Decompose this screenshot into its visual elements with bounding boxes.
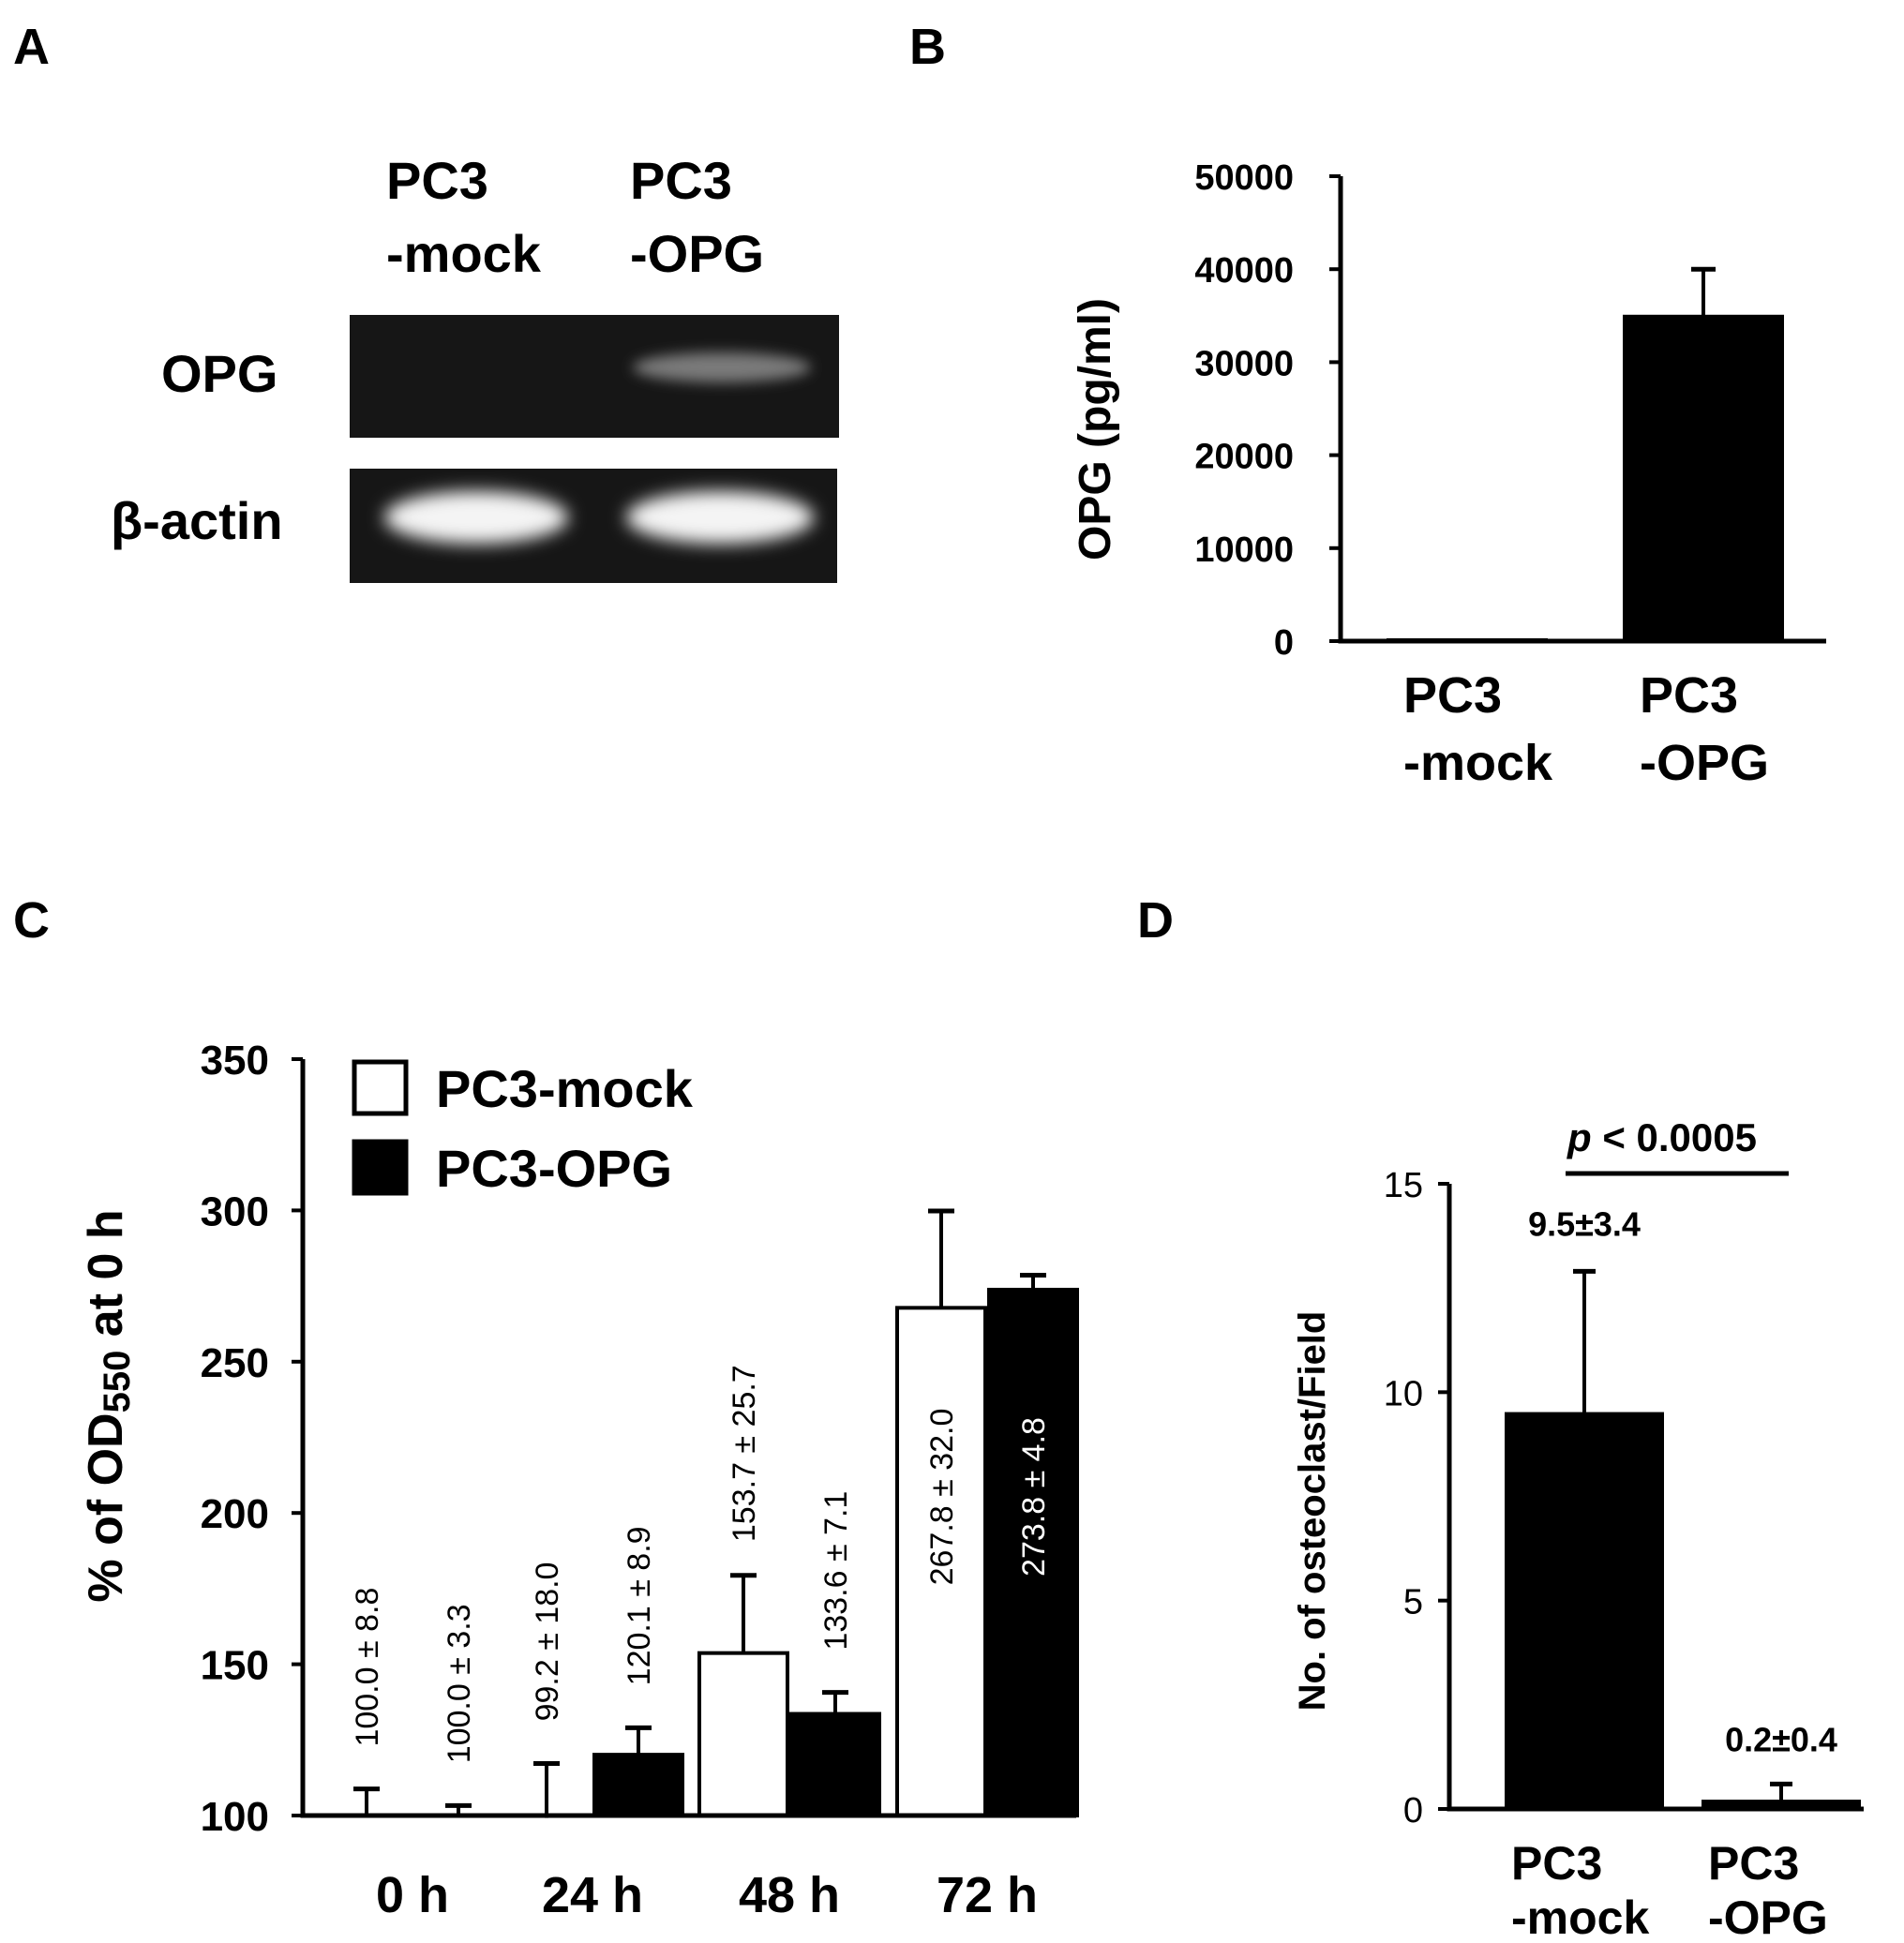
- chart-c-legend-swatch: [352, 1059, 409, 1116]
- panel-b-letter: B: [909, 19, 946, 75]
- chart-c-y-tick-label: 300: [201, 1188, 269, 1234]
- chart-b-bar: [1623, 314, 1784, 642]
- chart-b-axes: [1338, 176, 1826, 644]
- chart-c-y-tick-label: 100: [201, 1794, 269, 1840]
- panel-c-letter: C: [13, 892, 50, 949]
- chart-c-y-ticks: 100 150 200 250 300 350: [201, 1038, 303, 1840]
- chart-d-x-tick-label-line: PC3: [1511, 1837, 1602, 1890]
- chart-c-axes: [300, 1059, 1076, 1818]
- chart-b-y-tick-label: 0: [1274, 623, 1294, 663]
- gel-column-label-opg-line2: -OPG: [630, 224, 764, 283]
- chart-c-legend: PC3-mock PC3-OPG: [352, 1059, 694, 1198]
- panel-a: A PC3 -mock PC3 -OPG OPG β-actin: [13, 19, 839, 583]
- chart-c-bar-opg: [789, 1711, 881, 1817]
- chart-d-y-tick-label: 10: [1384, 1374, 1423, 1413]
- chart-d-data-label: 0.2±0.4: [1725, 1720, 1837, 1758]
- gel-column-label-opg-line1: PC3: [630, 151, 732, 210]
- panel-c: C % of OD550 at 0 h 100 150 200 250 300 350 1…: [13, 892, 1079, 1923]
- chart-d-x-tick-label: PC3 -OPG: [1708, 1837, 1828, 1943]
- chart-d-bars: [1505, 1268, 1861, 1811]
- chart-d-x-tick-label-line: PC3: [1708, 1837, 1799, 1890]
- chart-d-data-labels: 9.5±3.4 0.2±0.4: [1528, 1204, 1837, 1758]
- chart-d-y-tick-label: 5: [1403, 1583, 1423, 1622]
- chart-c-data-label: 153.7 ± 25.7: [727, 1365, 762, 1542]
- chart-d-data-label: 9.5±3.4: [1528, 1204, 1641, 1243]
- chart-b-x-tick-label-line: PC3: [1403, 667, 1502, 724]
- gel-row-label-opg: OPG: [161, 344, 277, 403]
- chart-c-data-label: 99.2 ± 18.0: [530, 1562, 565, 1722]
- chart-c-data-label: 133.6 ± 7.1: [818, 1491, 854, 1651]
- gel-row-label-actin: β-actin: [111, 491, 283, 550]
- panel-d-letter: D: [1137, 892, 1174, 949]
- chart-c-bar-mock: [697, 1651, 789, 1817]
- chart-c-data-label: 100.0 ± 8.8: [350, 1588, 385, 1747]
- chart-d-p-threshold: < 0.0005: [1592, 1115, 1757, 1159]
- chart-c-y-tick-label: 250: [201, 1340, 269, 1386]
- chart-d-significance: p < 0.0005: [1566, 1115, 1789, 1176]
- chart-d-bar: [1505, 1412, 1664, 1810]
- panel-a-letter: A: [13, 19, 50, 75]
- chart-b-y-tick-label: 30000: [1194, 344, 1294, 383]
- chart-c-bar-opg: [987, 1287, 1079, 1818]
- chart-d-y-tick-label: 15: [1384, 1166, 1423, 1205]
- chart-b-x-tick-label: PC3 -mock: [1403, 667, 1553, 791]
- chart-c-bars: [353, 1208, 1079, 1818]
- chart-b-y-tick-label: 20000: [1194, 438, 1294, 477]
- chart-d-p-symbol: p: [1567, 1115, 1592, 1159]
- gel-band-actin-opg: [626, 491, 814, 544]
- chart-b-x-tick-label-line: PC3: [1640, 667, 1738, 724]
- chart-b-bars: [1387, 266, 1784, 644]
- chart-c-y-tick-label: 200: [201, 1491, 269, 1537]
- panel-d: D No. of osteoclast/Field 0 5 10 15 9.5±3.4…: [1137, 892, 1864, 1943]
- chart-c-y-tick-label: 350: [201, 1038, 269, 1084]
- chart-b-x-tick-label: PC3 -OPG: [1640, 667, 1769, 791]
- chart-d-y-ticks: 0 5 10 15: [1384, 1166, 1449, 1831]
- chart-b-y-ticks: 0 10000 20000 30000 40000 50000: [1194, 158, 1341, 663]
- chart-b-y-tick-label: 10000: [1194, 531, 1294, 570]
- chart-c-legend-label: PC3-OPG: [436, 1139, 672, 1198]
- chart-b-x-tick-label-line: -OPG: [1640, 735, 1769, 791]
- chart-b-x-tick-label-line: -mock: [1403, 735, 1553, 791]
- chart-c-data-label: 120.1 ± 8.9: [622, 1526, 657, 1685]
- chart-c-data-label: 267.8 ± 32.0: [924, 1409, 960, 1586]
- chart-b-y-tick-label: 50000: [1194, 158, 1294, 198]
- chart-d-p-value: p < 0.0005: [1567, 1115, 1757, 1159]
- chart-d-x-tick-label: PC3 -mock: [1511, 1837, 1649, 1943]
- chart-c-x-tick-label: 24 h: [542, 1867, 643, 1923]
- gel-band-opg-opg: [633, 352, 811, 382]
- chart-c-x-tick-label: 48 h: [739, 1867, 840, 1923]
- chart-c-x-tick-label: 72 h: [937, 1867, 1038, 1923]
- chart-c-legend-label: PC3-mock: [436, 1059, 694, 1118]
- chart-d-y-tick-label: 0: [1403, 1791, 1423, 1831]
- chart-c-bar-mock: [895, 1306, 987, 1817]
- chart-d-axes: [1447, 1184, 1864, 1812]
- chart-b-x-labels: PC3 -mock PC3 -OPG: [1403, 667, 1769, 791]
- chart-b-y-tick-label: 40000: [1194, 251, 1294, 291]
- chart-c-y-axis-label: % of OD550 at 0 h: [79, 1209, 138, 1602]
- gel-column-label-mock-line2: -mock: [386, 224, 542, 283]
- chart-c-legend-swatch: [352, 1139, 409, 1196]
- panel-b: B OPG (pg/ml) 0 10000 20000 30000 40000 50000…: [909, 19, 1826, 791]
- chart-d-x-tick-label-line: -mock: [1511, 1891, 1649, 1943]
- chart-c-data-label: 273.8 ± 4.8: [1016, 1417, 1052, 1577]
- chart-c-y-tick-label: 150: [201, 1643, 269, 1689]
- chart-c-data-labels: 100.0 ± 8.8 99.2 ± 18.0 153.7 ± 25.7 267.8 …: [350, 1365, 1052, 1763]
- chart-b-y-axis-label: OPG (pg/ml): [1071, 298, 1120, 560]
- chart-d-x-tick-label-line: -OPG: [1708, 1891, 1828, 1943]
- chart-c-bar-opg: [592, 1753, 684, 1817]
- chart-c-x-labels: 0 h 24 h 48 h 72 h: [376, 1867, 1038, 1923]
- chart-c-x-tick-label: 0 h: [376, 1867, 449, 1923]
- chart-c-data-label: 100.0 ± 3.3: [442, 1604, 477, 1763]
- chart-d-y-axis-label: No. of osteoclast/Field: [1292, 1311, 1333, 1711]
- gel-band-actin-mock: [384, 491, 568, 544]
- gel-column-label-mock-line1: PC3: [386, 151, 488, 210]
